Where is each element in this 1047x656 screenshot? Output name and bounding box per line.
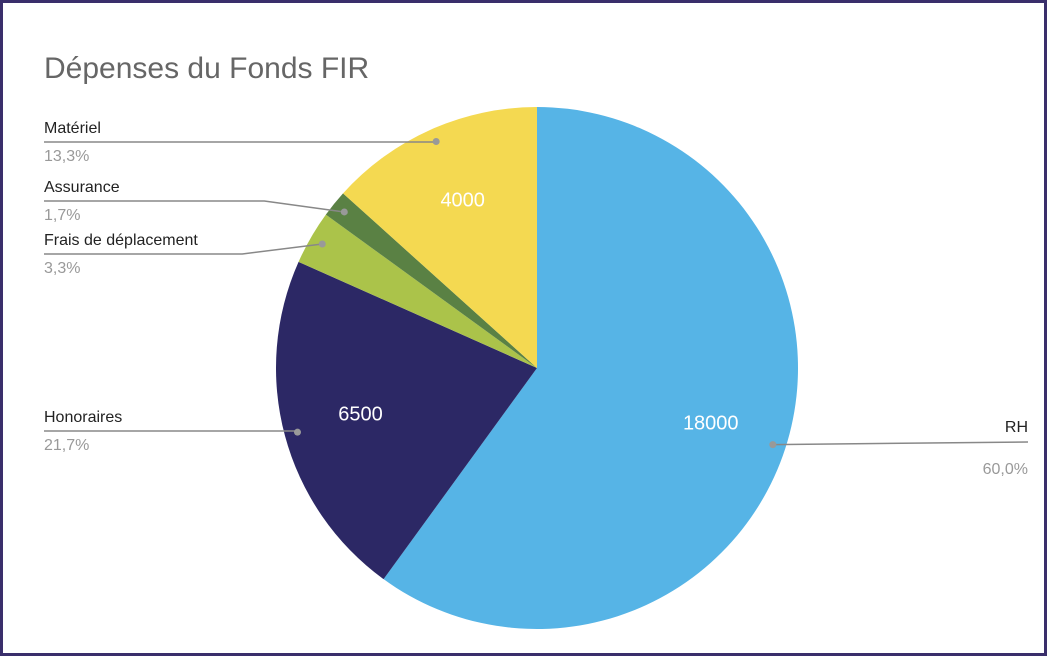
legend-name: Matériel: [44, 120, 101, 137]
leader-line: [44, 141, 437, 143]
leader-dot: [293, 428, 301, 436]
slice-value-label: 18000: [683, 413, 739, 435]
leader-dot: [432, 137, 440, 145]
leader-line: [44, 243, 323, 255]
legend-name: Frais de déplacement: [44, 232, 198, 249]
pie-slice: [298, 214, 537, 368]
legend-percent: 1,7%: [44, 207, 80, 224]
leader-line: [772, 441, 1029, 446]
legend-percent: 60,0%: [983, 461, 1028, 478]
pie-slice: [343, 107, 537, 368]
leader-line: [44, 200, 345, 213]
legend-percent: 21,7%: [44, 437, 89, 454]
pie-slice: [325, 193, 537, 368]
chart-title: Dépenses du Fonds FIR: [44, 52, 369, 85]
slice-value-label: 6500: [338, 404, 383, 426]
leader-dot: [769, 441, 777, 449]
leader-dot: [340, 208, 348, 216]
pie-slice: [275, 261, 537, 580]
legend-name: Assurance: [44, 179, 120, 196]
legend-name: Honoraires: [44, 409, 122, 426]
legend-name: RH: [1005, 419, 1028, 436]
leader-dot: [318, 240, 326, 248]
legend-percent: 13,3%: [44, 148, 89, 165]
legend-percent: 3,3%: [44, 260, 80, 277]
slice-value-label: 4000: [440, 189, 485, 211]
pie-slice: [383, 107, 798, 629]
